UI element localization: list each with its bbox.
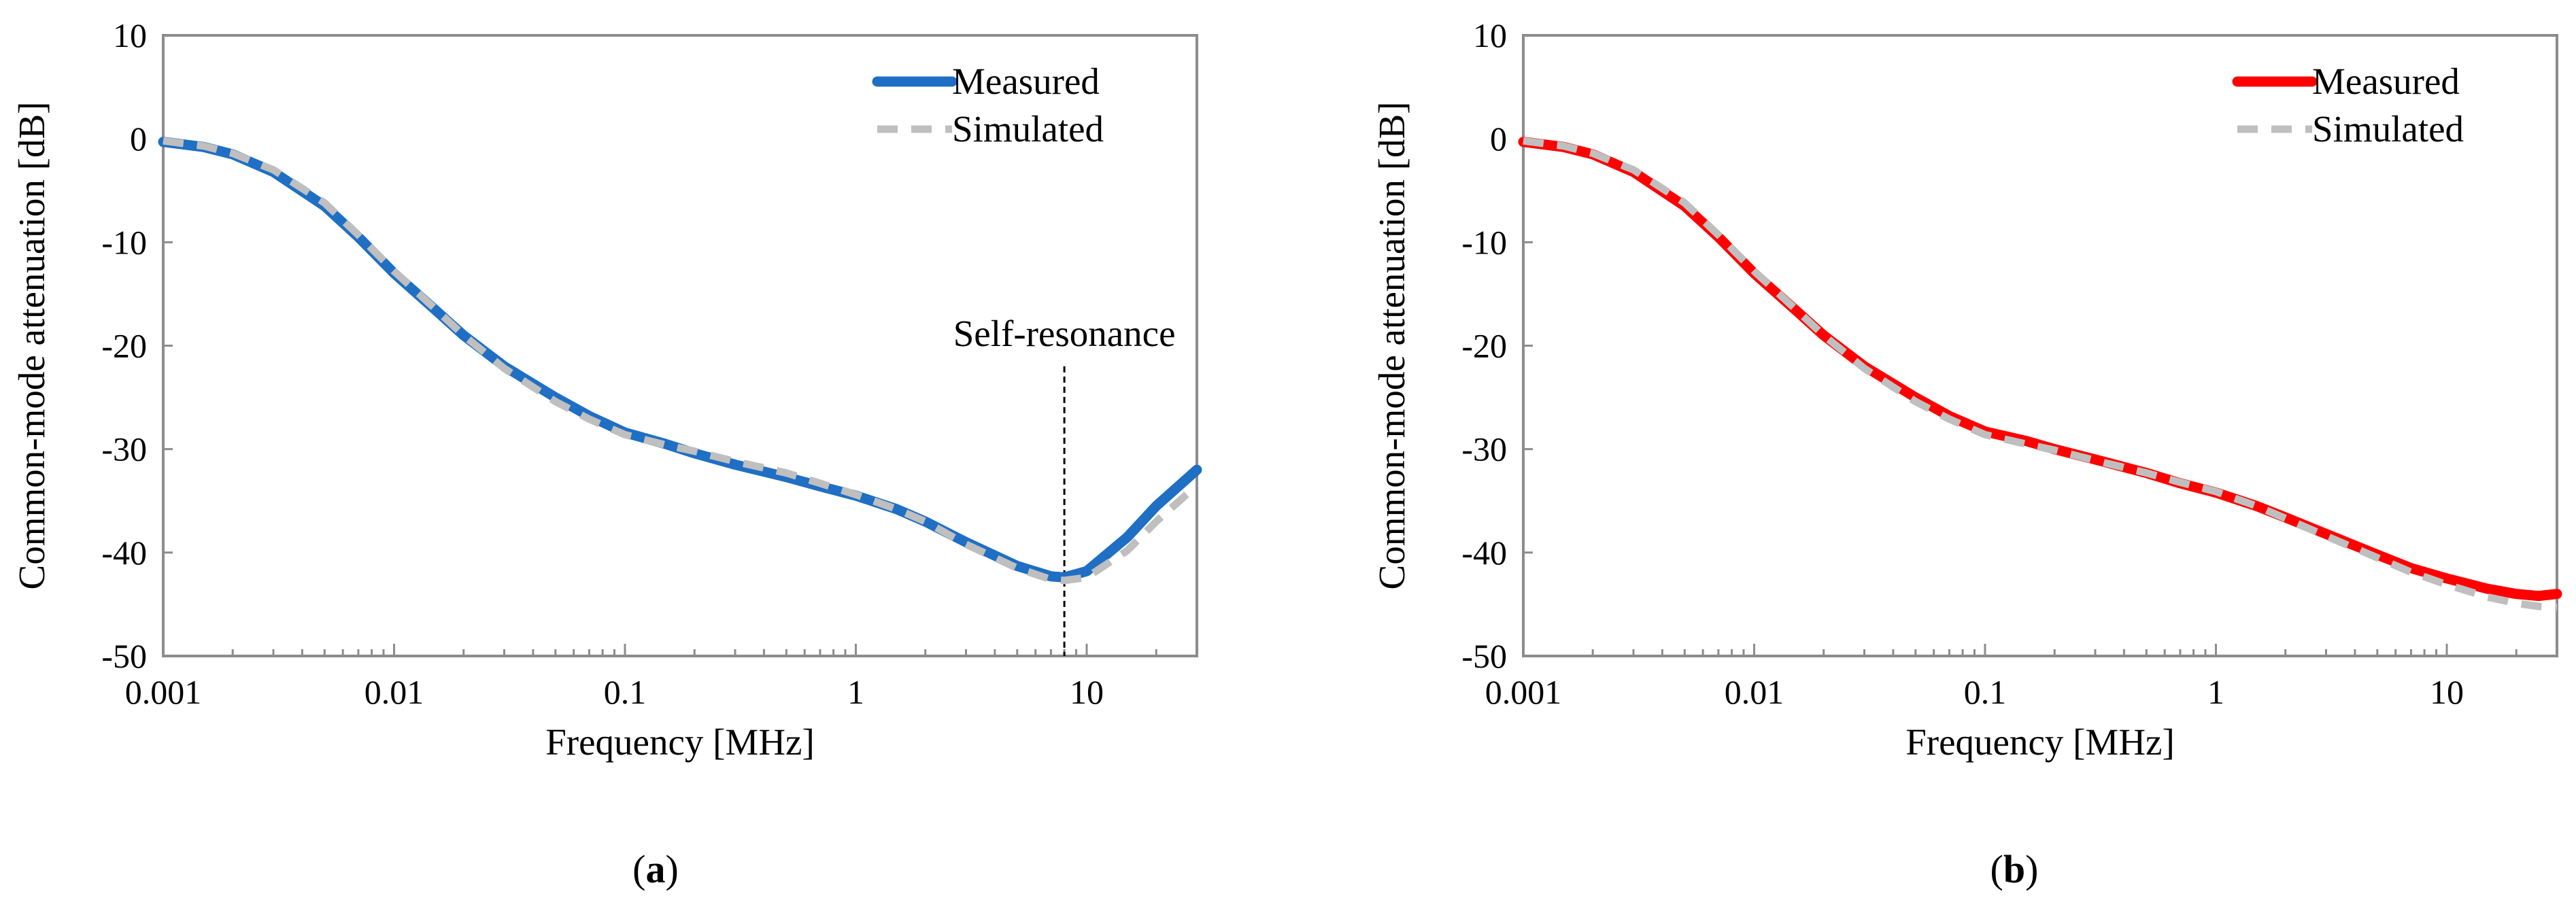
x-tick-label: 0.1	[604, 673, 647, 711]
x-tick-label: 0.001	[125, 673, 202, 711]
y-tick-label: -10	[1461, 223, 1507, 261]
y-tick-label: -10	[101, 223, 147, 261]
y-axis-title: Common-mode attenuation [dB]	[1371, 102, 1412, 590]
annotation-label: Self-resonance	[953, 313, 1176, 354]
y-tick-label: 10	[1473, 16, 1507, 54]
y-tick-label: -30	[101, 430, 147, 468]
x-tick-label: 1	[847, 673, 864, 711]
x-tick-label: 10	[1070, 673, 1104, 711]
x-tick-label: 0.1	[1964, 673, 2007, 711]
x-axis-title: Frequency [MHz]	[545, 721, 815, 763]
series-line-simulated	[163, 137, 1200, 585]
legend-label-simulated: Simulated	[2312, 108, 2464, 150]
x-tick-label: 0.001	[1485, 673, 1562, 711]
y-tick-label: 0	[1490, 120, 1507, 158]
y-tick-label: -30	[1461, 430, 1507, 468]
y-tick-label: -50	[1461, 637, 1507, 675]
y-tick-label: -40	[101, 534, 147, 572]
x-axis-title: Frequency [MHz]	[1905, 721, 2175, 763]
y-axis-title: Common-mode attenuation [dB]	[11, 102, 52, 590]
caption-a: (a)	[632, 847, 679, 891]
y-tick-label: -50	[101, 637, 147, 675]
x-tick-label: 10	[2430, 673, 2464, 711]
y-tick-label: 10	[113, 16, 147, 54]
y-tick-label: -20	[101, 327, 147, 365]
legend-label-simulated: Simulated	[952, 108, 1104, 150]
x-tick-label: 0.01	[1725, 673, 1784, 711]
chart-panel-a: 0.001 0.01 0.1 1 10 10 0 -10 -20 -30 -40 -50 Frequen…	[11, 16, 1202, 763]
series-line-measured	[158, 137, 1202, 583]
y-tick-label: -20	[1461, 327, 1507, 365]
chart-panel-b: 0.001 0.01 0.1 1 10 10 0 -10 -20 -30 -40 -50 Frequen…	[1371, 16, 2562, 763]
caption-b-letter: b	[2003, 847, 2026, 891]
y-tick-label: 0	[130, 120, 147, 158]
series-line-measured	[1518, 137, 2562, 602]
caption-a-letter: a	[645, 847, 666, 891]
caption-b: (b)	[1990, 847, 2039, 891]
y-tick-label: -40	[1461, 534, 1507, 572]
x-tick-label: 0.01	[365, 673, 424, 711]
series-line-simulated	[1523, 137, 2558, 611]
legend-label-measured: Measured	[2312, 61, 2460, 102]
x-tick-label: 1	[2207, 673, 2224, 711]
legend-label-measured: Measured	[952, 61, 1100, 102]
